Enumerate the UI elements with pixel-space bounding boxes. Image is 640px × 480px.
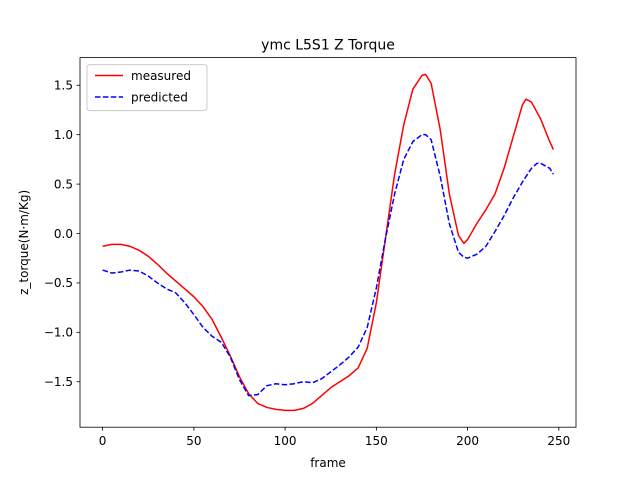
y-tick-label: 0.5	[54, 177, 73, 191]
legend-label-measured: measured	[131, 69, 191, 83]
legend-label-predicted: predicted	[131, 90, 188, 104]
plot-area-frame	[79, 57, 577, 428]
x-tick-label: 250	[547, 434, 570, 448]
x-axis-label: frame	[310, 456, 346, 470]
x-axis: 0 50 100 150 200 250	[99, 427, 570, 448]
y-tick-label: −1.5	[44, 375, 73, 389]
y-tick-label: −0.5	[44, 276, 73, 290]
y-tick-label: −1.0	[44, 326, 73, 340]
y-axis: −1.5 −1.0 −0.5 0.0 0.5 1.0 1.5	[44, 79, 80, 389]
x-tick-label: 150	[365, 434, 388, 448]
y-tick-label: 0.0	[54, 227, 73, 241]
chart-title: ymc L5S1 Z Torque	[261, 38, 395, 54]
x-tick-label: 100	[274, 434, 297, 448]
y-axis-label: z_torque(N·m/Kg)	[17, 190, 31, 295]
legend: measured predicted	[86, 64, 208, 112]
x-tick-label: 0	[99, 434, 107, 448]
y-tick-label: 1.0	[54, 128, 73, 142]
series-layer	[102, 73, 555, 412]
series-line-measured	[102, 73, 555, 412]
y-tick-label: 1.5	[54, 79, 73, 93]
x-tick-label: 200	[456, 434, 479, 448]
series-line-predicted	[102, 133, 555, 397]
x-tick-label: 50	[186, 434, 201, 448]
